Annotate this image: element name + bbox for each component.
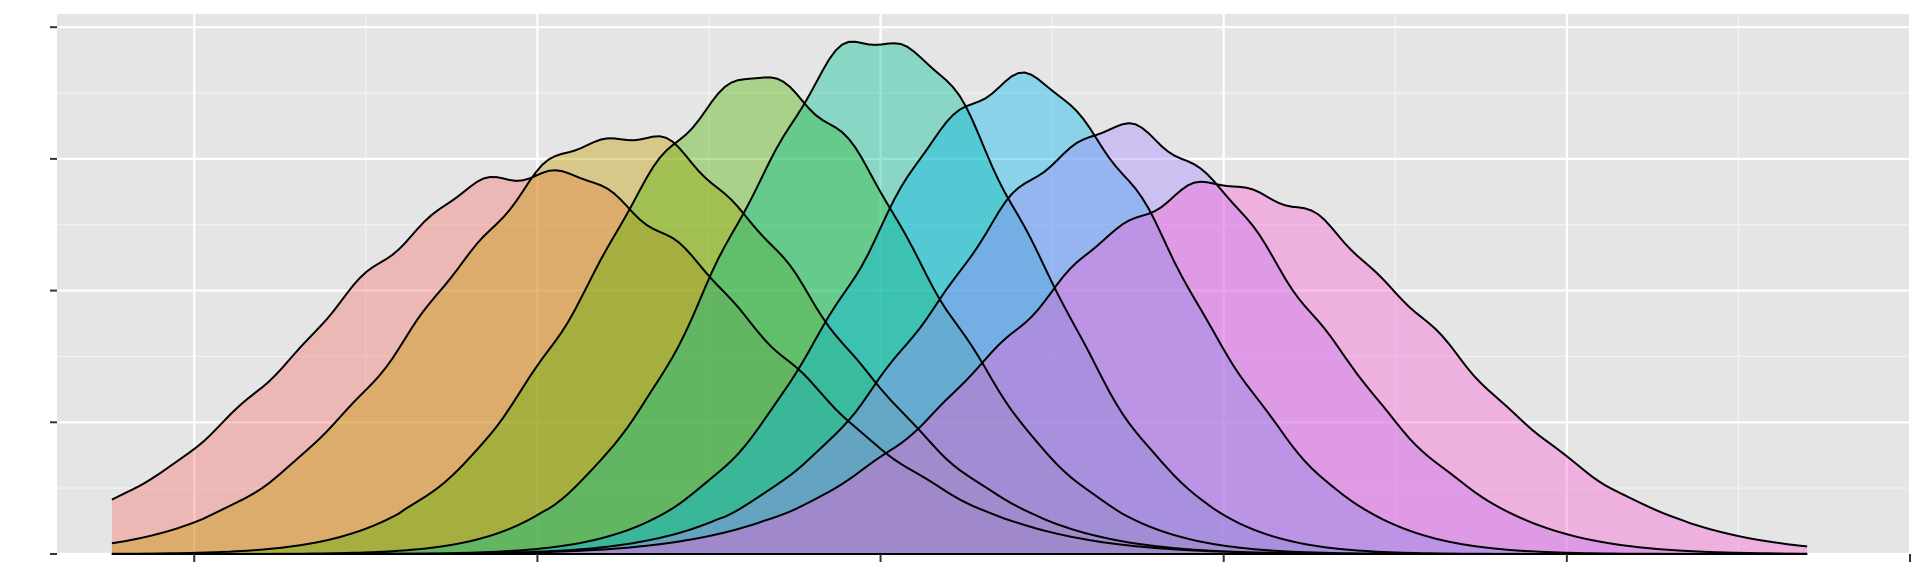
density-area-series-1 [111,170,1808,554]
density-area-series-4 [111,41,1808,555]
density-area-series-2 [111,136,1808,554]
density-areas [111,41,1808,555]
density-area-series-5 [111,72,1808,554]
y-axis-ticks [50,26,57,555]
density-area-series-6 [111,123,1808,554]
x-axis-ticks [193,554,1911,562]
density-area-series-3 [111,77,1808,555]
density-area-series-7 [111,181,1808,554]
